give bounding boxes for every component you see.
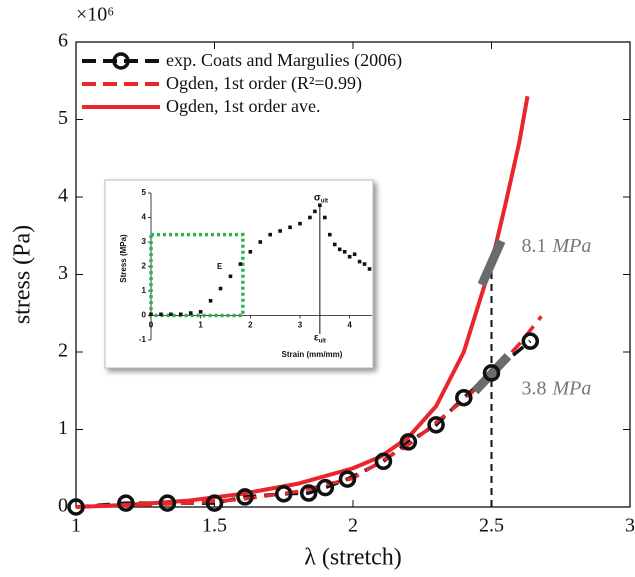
data-point bbox=[249, 250, 253, 254]
x-tick-label: 3 bbox=[298, 321, 303, 330]
x-axis-label: Strain (mm/mm) bbox=[282, 350, 343, 359]
x-tick-label: 1.5 bbox=[202, 515, 227, 537]
slope-value: 3.8 bbox=[522, 377, 547, 399]
data-point bbox=[308, 216, 312, 220]
y-tick-label: 6 bbox=[58, 30, 68, 52]
data-point bbox=[368, 267, 372, 271]
y-tick-label: 2 bbox=[142, 262, 147, 271]
y-tick-label: 1 bbox=[58, 417, 68, 439]
y-tick-label: 0 bbox=[58, 495, 68, 517]
data-point bbox=[239, 262, 243, 266]
data-point bbox=[318, 481, 332, 495]
slope-unit: MPa bbox=[552, 234, 592, 256]
data-point bbox=[298, 222, 302, 226]
legend-label: Ogden, 1st order ave. bbox=[166, 96, 320, 116]
y-tick-label: -1 bbox=[139, 335, 147, 344]
legend: exp. Coats and Margulies (2006)Ogden, 1s… bbox=[82, 50, 402, 116]
data-point bbox=[328, 233, 332, 237]
x-axis-label: λ (stretch) bbox=[304, 545, 402, 571]
chart: 11.522.530123456×10⁶λ (stretch)stress (P… bbox=[0, 0, 635, 577]
data-point bbox=[313, 210, 317, 214]
data-point bbox=[189, 311, 193, 315]
y-tick-label: 4 bbox=[58, 185, 68, 207]
data-point bbox=[323, 216, 327, 220]
data-point bbox=[199, 310, 203, 314]
slope-unit: MPa bbox=[552, 377, 592, 399]
data-point bbox=[353, 252, 357, 256]
x-tick-label: 0 bbox=[149, 321, 154, 330]
data-point bbox=[333, 243, 337, 247]
data-point bbox=[258, 240, 262, 244]
data-point bbox=[358, 260, 362, 264]
x-tick-label: 1 bbox=[198, 321, 203, 330]
x-tick-label: 3 bbox=[625, 515, 635, 537]
subscript: ult bbox=[321, 198, 328, 204]
y-tick-label: 5 bbox=[142, 188, 147, 197]
data-point bbox=[219, 287, 223, 291]
legend-label: exp. Coats and Margulies (2006) bbox=[166, 50, 402, 71]
data-point bbox=[179, 312, 183, 316]
data-point bbox=[338, 248, 342, 252]
y-axis-label: Stress (MPa) bbox=[119, 234, 128, 283]
y-tick-label: 3 bbox=[142, 237, 147, 246]
y-tick-label: 0 bbox=[142, 311, 147, 320]
slope-value: 8.1 bbox=[522, 234, 547, 256]
data-point bbox=[278, 229, 282, 233]
y-tick-label: 4 bbox=[142, 213, 147, 222]
x-tick-label: 2 bbox=[348, 515, 358, 537]
y-tick-label: 5 bbox=[58, 107, 68, 129]
x-tick-label: 2 bbox=[248, 321, 253, 330]
data-point bbox=[268, 233, 272, 237]
data-point bbox=[348, 255, 352, 259]
x-tick-label: 1 bbox=[71, 515, 81, 537]
data-point bbox=[159, 312, 163, 316]
legend-label: Ogden, 1st order (R²=0.99) bbox=[166, 73, 362, 94]
x-tick-label: 2.5 bbox=[479, 515, 504, 537]
y-axis-label: stress (Pa) bbox=[10, 225, 36, 324]
y-tick-label: 1 bbox=[142, 286, 147, 295]
data-point bbox=[343, 250, 347, 254]
data-point bbox=[229, 275, 233, 279]
subscript: ult bbox=[319, 338, 326, 344]
modulus-label: E bbox=[217, 262, 223, 271]
data-point bbox=[169, 312, 173, 316]
y-multiplier: ×10⁶ bbox=[76, 4, 114, 26]
data-point bbox=[363, 262, 367, 266]
data-point bbox=[288, 226, 292, 230]
data-point bbox=[209, 299, 213, 303]
y-tick-label: 3 bbox=[58, 262, 68, 284]
x-tick-label: 4 bbox=[347, 321, 352, 330]
y-tick-label: 2 bbox=[58, 340, 68, 362]
data-point bbox=[149, 312, 153, 316]
